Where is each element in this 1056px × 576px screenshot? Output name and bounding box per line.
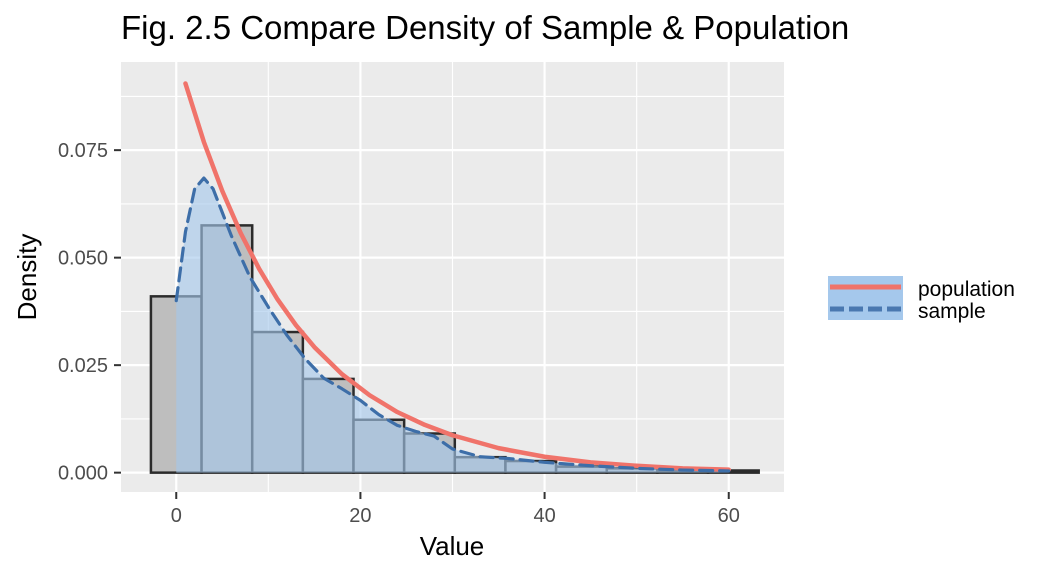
y-tick-label: 0.000 (58, 463, 108, 485)
density-lines (174, 81, 731, 473)
y-tick-label: 0.025 (58, 355, 108, 377)
sample-density-area (176, 178, 729, 473)
x-tick-label: 40 (533, 505, 555, 527)
x-axis-title: Value (420, 531, 485, 561)
sample-density-line (174, 176, 731, 473)
legend-label-population: population (918, 278, 1015, 301)
y-tick-label: 0.075 (58, 140, 108, 162)
legend-label-sample: sample (918, 300, 986, 323)
y-tick-label: 0.050 (58, 248, 108, 270)
legend: population sample (828, 276, 1015, 323)
x-axis: 0 20 40 60 (171, 492, 740, 527)
y-axis: 0.000 0.025 0.050 0.075 (58, 140, 121, 485)
chart-title: Fig. 2.5 Compare Density of Sample & Pop… (121, 9, 849, 46)
legend-key-sample (828, 298, 903, 320)
y-axis-title: Density (12, 234, 42, 321)
x-tick-label: 0 (171, 505, 182, 527)
x-tick-label: 60 (718, 505, 740, 527)
population-density-line (183, 81, 731, 472)
sample-density-fill (176, 178, 729, 473)
x-tick-label: 20 (349, 505, 371, 527)
